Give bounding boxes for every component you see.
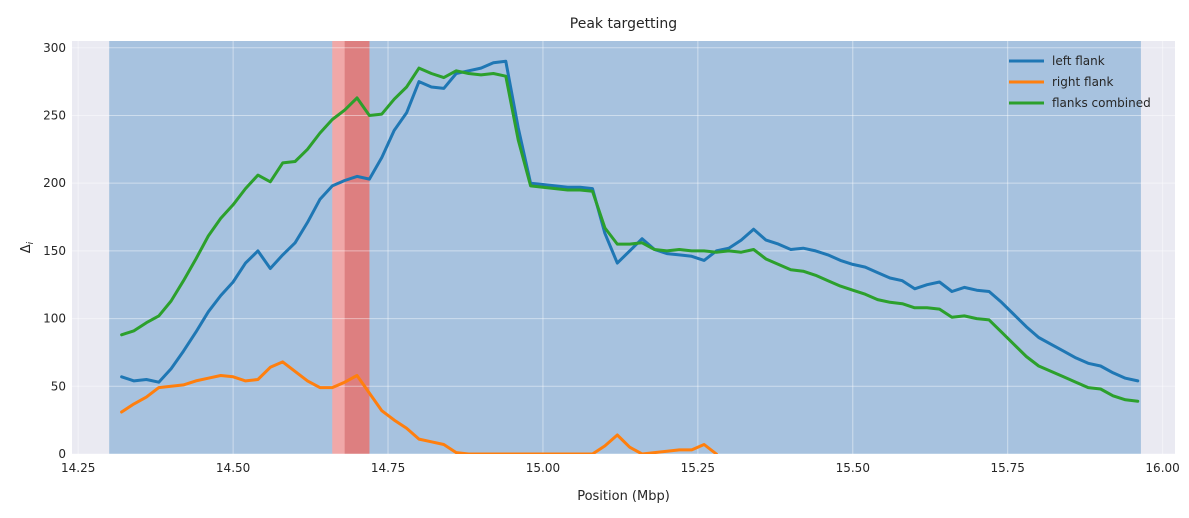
x-tick-label: 14.25: [61, 461, 95, 475]
x-axis-label: Position (Mbp): [577, 489, 670, 504]
x-tick-label: 14.75: [371, 461, 405, 475]
x-tick-label: 15.75: [991, 461, 1025, 475]
legend-label: flanks combined: [1052, 96, 1151, 110]
y-tick-label: 100: [43, 312, 66, 326]
y-tick-labels: 0 50 100 150 200 250 300: [43, 41, 66, 461]
y-tick-label: 200: [43, 176, 66, 190]
y-axis-label-subscript: i: [26, 241, 36, 244]
x-tick-label: 14.50: [216, 461, 250, 475]
x-tick-labels: 14.25 14.50 14.75 15.00 15.25 15.50 15.75 16.00: [61, 461, 1180, 475]
legend: left flank right flank flanks combined: [1009, 54, 1151, 110]
y-tick-label: 250: [43, 108, 66, 122]
shaded-region-region: [109, 41, 1141, 454]
shaded-region-peak_inner: [344, 41, 370, 454]
series-layer: [120, 59, 1140, 454]
grid-lines: [72, 41, 1175, 455]
y-axis-label-main: Δ: [19, 244, 34, 253]
y-tick-label: 50: [51, 379, 66, 393]
legend-label: right flank: [1052, 75, 1114, 89]
y-tick-label: 150: [43, 244, 66, 258]
series-line-left-flank: [120, 59, 1140, 384]
x-tick-label: 15.25: [681, 461, 715, 475]
legend-label: left flank: [1052, 54, 1105, 68]
shaded-regions: [109, 41, 1141, 454]
y-axis-label: Δi: [19, 241, 36, 253]
y-tick-label: 0: [58, 447, 66, 461]
x-tick-label: 15.50: [836, 461, 870, 475]
series-line-flanks-combined: [120, 66, 1140, 403]
chart-title: Peak targetting: [570, 16, 677, 32]
x-tick-label: 16.00: [1145, 461, 1179, 475]
y-tick-label: 300: [43, 41, 66, 55]
series-line-right-flank: [120, 360, 718, 454]
x-tick-label: 15.00: [526, 461, 560, 475]
